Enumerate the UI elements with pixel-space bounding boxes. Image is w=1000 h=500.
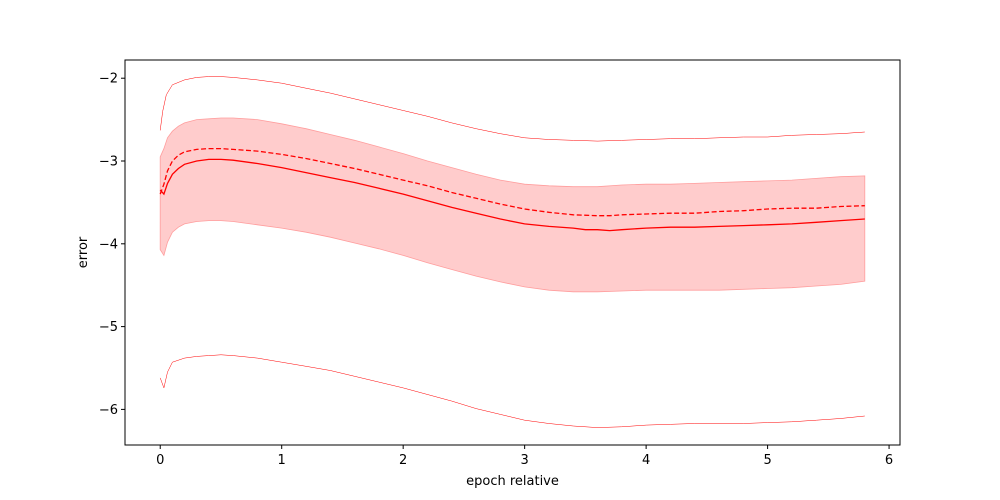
x-tick-label: 5 [763, 453, 771, 468]
chart-marks [159, 76, 866, 428]
mean-line [159, 158, 865, 232]
x-tick-label: 2 [399, 453, 407, 468]
plot-frame [124, 59, 901, 446]
y-tick-label: −3 [99, 155, 118, 170]
y-tick-label: −6 [99, 403, 118, 418]
x-tick-label: 3 [521, 453, 529, 468]
x-tick-label: 4 [642, 453, 650, 468]
y-axis-label: error [76, 236, 91, 268]
max-line [159, 76, 865, 142]
y-tick-label: −4 [99, 237, 118, 252]
y-tick-label: −2 [99, 72, 118, 87]
x-tick-label: 1 [278, 453, 286, 468]
median-line [159, 147, 865, 217]
x-axis-label: epoch relative [466, 474, 559, 489]
y-axis-ticks: −6 −5 −4 −3 −2 [99, 72, 125, 418]
x-axis-ticks: 0 1 2 3 4 5 6 [156, 445, 893, 468]
y-tick-label: −5 [99, 320, 118, 335]
x-tick-label: 0 [156, 453, 164, 468]
x-tick-label: 6 [885, 453, 893, 468]
min-line [159, 354, 865, 428]
std-band [159, 117, 866, 293]
